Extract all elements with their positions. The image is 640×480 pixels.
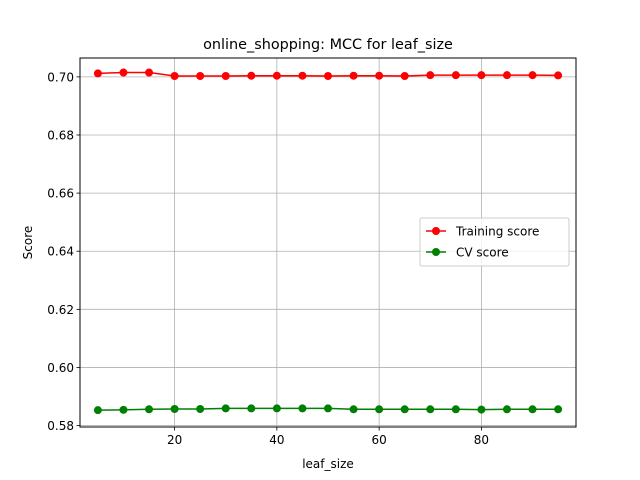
y-tick-label: 0.60 (47, 361, 74, 375)
series-1-point (119, 405, 128, 414)
y-tick-label: 0.66 (47, 187, 74, 201)
y-tick-label: 0.64 (47, 245, 74, 259)
series-1-point (554, 405, 563, 414)
series-1-point (324, 404, 332, 413)
series-0-point (554, 71, 563, 80)
series-0-point (400, 72, 409, 81)
series-1-point (145, 405, 154, 414)
series-0-point (93, 69, 102, 78)
series-0-point (119, 68, 128, 77)
x-tick-label: 40 (269, 433, 284, 447)
y-axis-label: Score (21, 226, 35, 260)
series-1-point (426, 405, 435, 414)
series-1-point (502, 405, 511, 414)
legend: Training score CV score (419, 217, 570, 267)
x-tick-label: 80 (474, 433, 489, 447)
series-1-point (247, 404, 256, 413)
y-tick-label: 0.58 (47, 419, 74, 433)
x-axis-label: leaf_size (302, 457, 354, 471)
series-1-point (221, 404, 230, 413)
chart-title: online_shopping: MCC for leaf_size (203, 37, 453, 53)
legend-label: Training score (455, 225, 539, 239)
series-1-point (170, 404, 179, 413)
y-tick-label: 0.68 (47, 128, 74, 142)
series-0-point (196, 72, 205, 81)
series-0-point (477, 71, 486, 80)
series-1-point (400, 405, 409, 414)
series-1-point (196, 404, 205, 413)
series-0-point (324, 72, 332, 81)
series-0-point (145, 68, 154, 77)
series-1-point (298, 404, 307, 413)
legend-marker (432, 227, 440, 235)
series-0-point (298, 71, 307, 80)
series-1-point (93, 406, 102, 415)
series-0-point (247, 71, 256, 80)
series-0-point (272, 71, 281, 80)
series-0-point (426, 71, 435, 80)
series-1-point (375, 405, 384, 414)
series-0-point (170, 72, 179, 81)
series-0-point (502, 71, 511, 80)
axis-ticks: 20 40 60 80 0.58 0.60 0.62 0.64 0.66 0.68 0.70 (47, 70, 489, 447)
legend-label: CV score (456, 246, 509, 260)
series-0-point (221, 72, 230, 81)
series-1-point (272, 404, 281, 413)
x-tick-label: 20 (167, 433, 182, 447)
plot-series (93, 68, 563, 415)
series-1-point (477, 405, 486, 414)
series-0-point (349, 71, 358, 80)
series-0-point (528, 71, 537, 80)
y-tick-label: 0.70 (47, 70, 74, 84)
series-0-point (451, 71, 460, 80)
legend-marker (432, 248, 440, 256)
legend-box (419, 217, 570, 267)
x-tick-label: 60 (371, 433, 386, 447)
series-0-point (375, 71, 384, 80)
axes-frame (79, 57, 577, 428)
series-1-point (349, 405, 358, 414)
y-tick-label: 0.62 (47, 303, 74, 317)
series-1-point (528, 405, 537, 414)
series-1-point (451, 405, 460, 414)
